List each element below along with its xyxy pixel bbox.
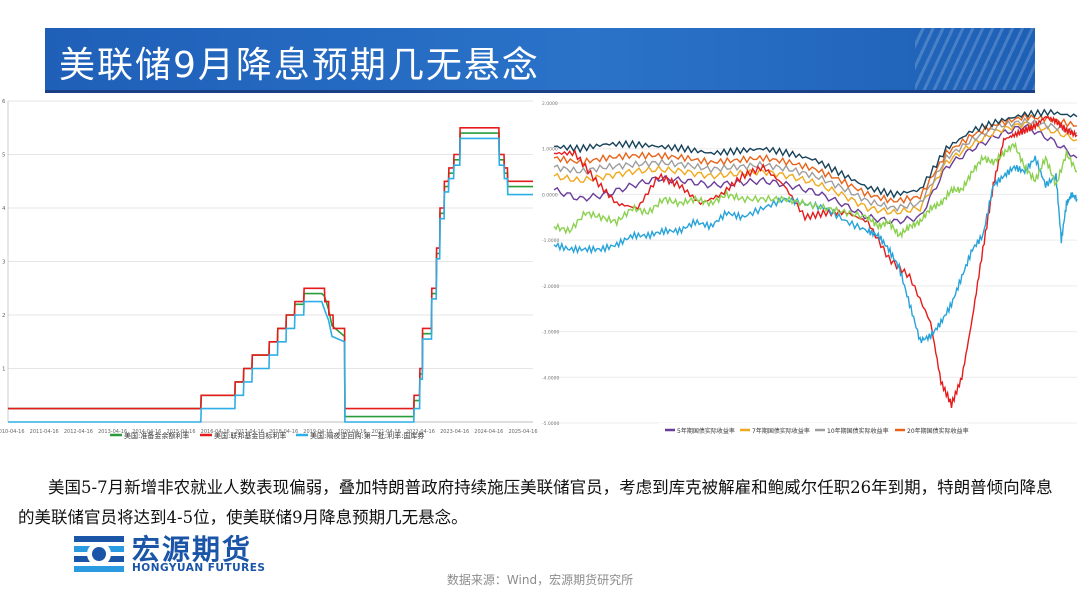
- policy-rate-chart-svg: 1 2 3 4 5 6 2010-04-16 2011-04-16 2012-04-16 2013…: [0, 99, 538, 440]
- left-x-tick-label: 2017-04-16: [235, 429, 264, 435]
- real-rate-chart-svg: 2.0000 1.0000 0.0000 -1.0000 -2.0000 -3.0000 -…: [542, 101, 1078, 453]
- left-x-tick-label: 2025-04-16: [508, 429, 537, 435]
- company-logo: 宏源期货 HONGYUAN FUTURES: [72, 528, 312, 576]
- left-x-tick-label: 2018-04-16: [269, 429, 298, 435]
- real-rate-chart: 2.0000 1.0000 0.0000 -1.0000 -2.0000 -3.0000 -…: [540, 95, 1080, 453]
- right-y-tick-label: -1.0000: [542, 238, 560, 244]
- right-y-tick-label: -5.0000: [542, 421, 560, 427]
- left-x-tick-label: 2012-04-16: [64, 429, 93, 435]
- company-logo-en: HONGYUAN FUTURES: [132, 562, 266, 574]
- left-x-tick-label: 2011-04-16: [30, 429, 59, 435]
- page-title: 美联储9月降息预期几无悬念: [59, 45, 540, 86]
- company-logo-mark-icon: [74, 536, 124, 572]
- right-series-line-2: [553, 121, 1078, 215]
- title-stripe-decoration: [915, 28, 1035, 90]
- right-y-tick-label: 2.0000: [542, 101, 558, 107]
- left-y-tick-label: 1: [2, 367, 6, 373]
- left-y-tick-label: 3: [2, 260, 6, 266]
- left-x-tick-label: 2015-04-16: [166, 429, 195, 435]
- right-y-tick-label: -2.0000: [542, 284, 560, 290]
- left-x-tick-label: 2024-04-16: [474, 429, 503, 435]
- analysis-paragraph-text: 美国5-7月新增非农就业人数表现偏弱，叠加特朗普政府持续施压美联储官员，考虑到库…: [18, 478, 1053, 527]
- right-series-line-7: [553, 155, 1078, 344]
- right-legend-label: 20年期国债实际收益率: [907, 427, 969, 435]
- right-series-line-1: [553, 123, 1078, 225]
- left-x-tick-label: 2016-04-16: [201, 429, 230, 435]
- left-x-tick-label: 2013-04-16: [98, 429, 127, 435]
- right-series-line-5: [553, 108, 1078, 199]
- right-series-line-4: [553, 112, 1078, 205]
- right-legend-label: 5年期国债实际收益率: [677, 427, 735, 435]
- left-x-tick-label: 2014-04-16: [132, 429, 161, 435]
- right-series-line-8: [553, 141, 1077, 240]
- left-x-tick-label: 2021-04-16: [372, 429, 401, 435]
- right-series-line-6: [553, 115, 1078, 408]
- left-legend-label: 美国:准备金余额利率: [124, 431, 189, 440]
- right-y-tick-label: 1.0000: [542, 147, 558, 153]
- left-x-tick-label: 2020-04-16: [337, 429, 366, 435]
- left-series-line-3: [8, 137, 533, 423]
- left-y-tick-label: 2: [2, 313, 6, 319]
- left-legend-label: 美国:隔夜逆回购:第一批:利率:国库券: [310, 431, 424, 440]
- left-series-line-2: [8, 126, 533, 410]
- right-y-tick-label: 0.0000: [542, 192, 558, 198]
- right-y-tick-label: -4.0000: [542, 375, 560, 381]
- analysis-paragraph: 美国5-7月新增非农就业人数表现偏弱，叠加特朗普政府持续施压美联储官员，考虑到库…: [18, 473, 1068, 533]
- title-bar: 美联储9月降息预期几无悬念: [45, 28, 1035, 90]
- policy-rate-chart: 1 2 3 4 5 6 2010-04-16 2011-04-16 2012-04-16 2013…: [0, 95, 540, 440]
- left-legend-label: 美国:联邦基金目标利率: [214, 431, 286, 440]
- left-x-tick-label: 2022-04-16: [406, 429, 435, 435]
- left-y-tick-label: 5: [2, 153, 6, 159]
- left-x-tick-label: 2010-04-16: [0, 429, 25, 435]
- right-legend-label: 10年期国债实际收益率: [827, 427, 889, 435]
- title-underline: [45, 90, 1035, 93]
- left-y-tick-label: 4: [2, 206, 6, 212]
- left-x-tick-label: 2019-04-16: [303, 429, 332, 435]
- right-y-tick-label: -3.0000: [542, 330, 560, 336]
- left-y-tick-label: 6: [2, 99, 6, 105]
- company-logo-cn: 宏源期货: [132, 533, 253, 566]
- right-legend-label: 7年期国债实际收益率: [752, 427, 810, 435]
- left-x-tick-label: 2023-04-16: [440, 429, 469, 435]
- data-source-note: 数据来源：Wind，宏源期货研究所: [446, 573, 634, 587]
